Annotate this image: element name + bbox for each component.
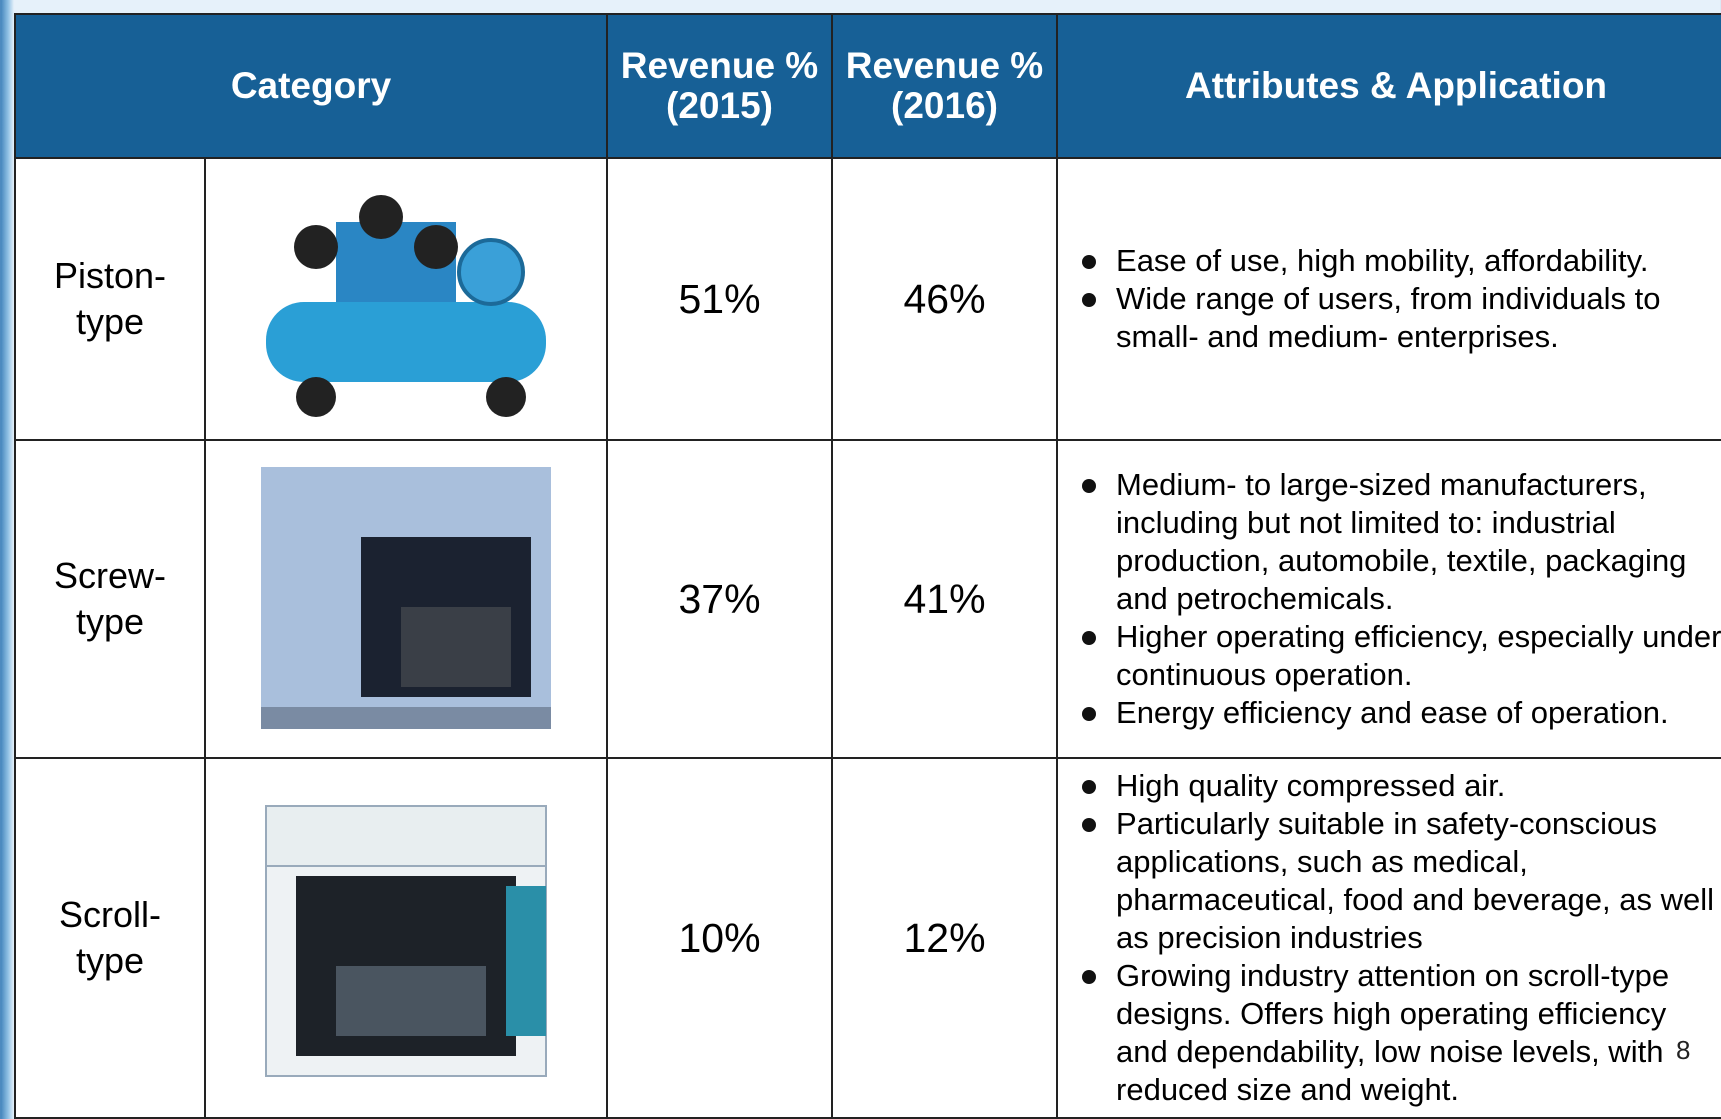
revenue-2016-cell: 41%: [832, 440, 1057, 758]
attribute-item: Ease of use, high mobility, affordabilit…: [1078, 242, 1721, 280]
attributes-cell: Medium- to large-sized manufacturers, in…: [1057, 440, 1721, 758]
revenue-2015-cell: 37%: [607, 440, 832, 758]
attribute-item: Wide range of users, from individuals to…: [1078, 280, 1721, 356]
attributes-cell: Ease of use, high mobility, affordabilit…: [1057, 158, 1721, 440]
scroll-compressor-image: [256, 786, 556, 1086]
page-number: 8: [1676, 1035, 1690, 1066]
header-cell: Category: [15, 14, 607, 158]
revenue-2016-cell: 12%: [832, 758, 1057, 1118]
category-cell: Screw-type: [15, 440, 205, 758]
attribute-list: Ease of use, high mobility, affordabilit…: [1078, 242, 1721, 356]
image-cell: [205, 158, 607, 440]
attribute-list: High quality compressed air.Particularly…: [1078, 767, 1721, 1109]
attribute-item: Particularly suitable in safety-consciou…: [1078, 805, 1721, 957]
attribute-item: Higher operating efficiency, especially …: [1078, 618, 1721, 694]
category-cell: Piston-type: [15, 158, 205, 440]
attribute-item: Medium- to large-sized manufacturers, in…: [1078, 466, 1721, 618]
header-cell: Revenue % (2016): [832, 14, 1057, 158]
attribute-item: Growing industry attention on scroll-typ…: [1078, 957, 1721, 1109]
attribute-item: High quality compressed air.: [1078, 767, 1721, 805]
piston-compressor-image: [256, 172, 556, 422]
image-cell: [205, 440, 607, 758]
table-row: Screw-type 37%41%Medium- to large-sized m…: [15, 440, 1721, 758]
attributes-cell: High quality compressed air.Particularly…: [1057, 758, 1721, 1118]
header-cell: Revenue % (2015): [607, 14, 832, 158]
header-row: Category Revenue % (2015) Revenue % (201…: [15, 14, 1721, 158]
image-cell: [205, 758, 607, 1118]
product-table: Category Revenue % (2015) Revenue % (201…: [14, 13, 1721, 1119]
attribute-list: Medium- to large-sized manufacturers, in…: [1078, 466, 1721, 732]
attribute-item: Energy efficiency and ease of operation.: [1078, 694, 1721, 732]
header-cell: Attributes & Application: [1057, 14, 1721, 158]
category-cell: Scroll-type: [15, 758, 205, 1118]
table-row: Piston-type 51%46% Ease of use, high mobil…: [15, 158, 1721, 440]
screw-compressor-image: [251, 457, 561, 737]
page: Category Revenue % (2015) Revenue % (201…: [0, 0, 1721, 1100]
revenue-2015-cell: 10%: [607, 758, 832, 1118]
revenue-2016-cell: 46%: [832, 158, 1057, 440]
revenue-2015-cell: 51%: [607, 158, 832, 440]
